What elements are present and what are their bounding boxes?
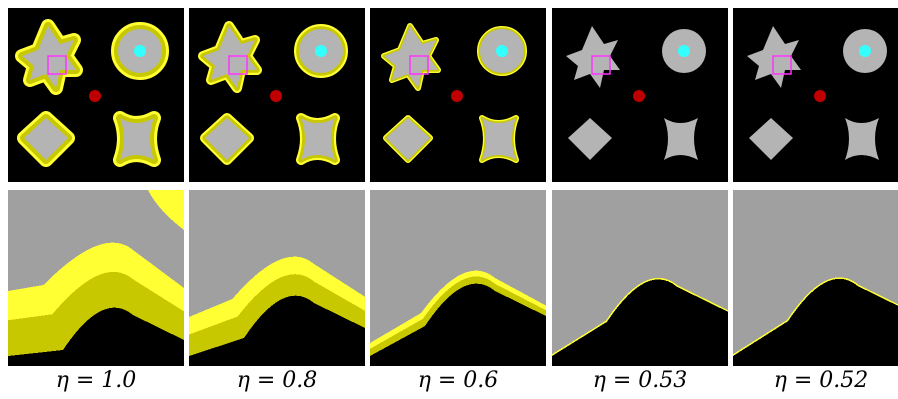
zoom-panel-1 [8,190,184,366]
zoom-box [772,55,792,75]
seed-circle [859,45,871,57]
zoom-neighbor-band [148,190,184,230]
diamond-shape [386,118,430,160]
zoom-object-region [189,295,365,366]
eta-label-5: η = 0.52 [773,368,869,393]
seed-circle [496,45,508,57]
zoom-object-region [8,307,184,366]
overview-panel-5 [733,8,898,182]
diamond-shape [568,118,612,160]
star-shape [203,26,257,88]
center-dot [451,90,463,102]
zoom-object-region [370,283,546,366]
diamond-shape [24,118,68,160]
center-dot [270,90,282,102]
zoom-panel-4 [552,190,728,366]
star-shape [566,26,620,88]
diamond-shape [205,118,249,160]
zoom-box [47,55,67,75]
zoom-panel-2 [189,190,365,366]
zoom-panel-5 [733,190,898,366]
overview-panel-1 [8,8,184,182]
x-shape [664,118,698,160]
eta-label-1: η = 1.0 [55,368,137,393]
diamond-shape [749,118,793,160]
star-shape [747,26,801,88]
x-shape [845,118,879,160]
center-dot [89,90,101,102]
eta-label-4: η = 0.53 [592,368,688,393]
zoom-panel-3 [370,190,546,366]
center-dot [633,90,645,102]
overview-panel-3 [370,8,546,182]
star-shape [22,26,76,88]
seed-circle [678,45,690,57]
zoom-box [228,55,248,75]
x-shape [301,118,335,160]
zoom-box [409,55,429,75]
eta-label-2: η = 0.8 [236,368,318,393]
center-dot [814,90,826,102]
zoom-box [591,55,611,75]
overview-panel-4 [552,8,728,182]
star-shape [384,26,438,88]
eta-label-3: η = 0.6 [417,368,499,393]
seed-circle [315,45,327,57]
overview-panel-2 [189,8,365,182]
seed-circle [134,45,146,57]
x-shape [482,118,516,160]
zoom-object-region [733,278,898,366]
x-shape [120,118,154,160]
zoom-object-region [552,279,728,366]
